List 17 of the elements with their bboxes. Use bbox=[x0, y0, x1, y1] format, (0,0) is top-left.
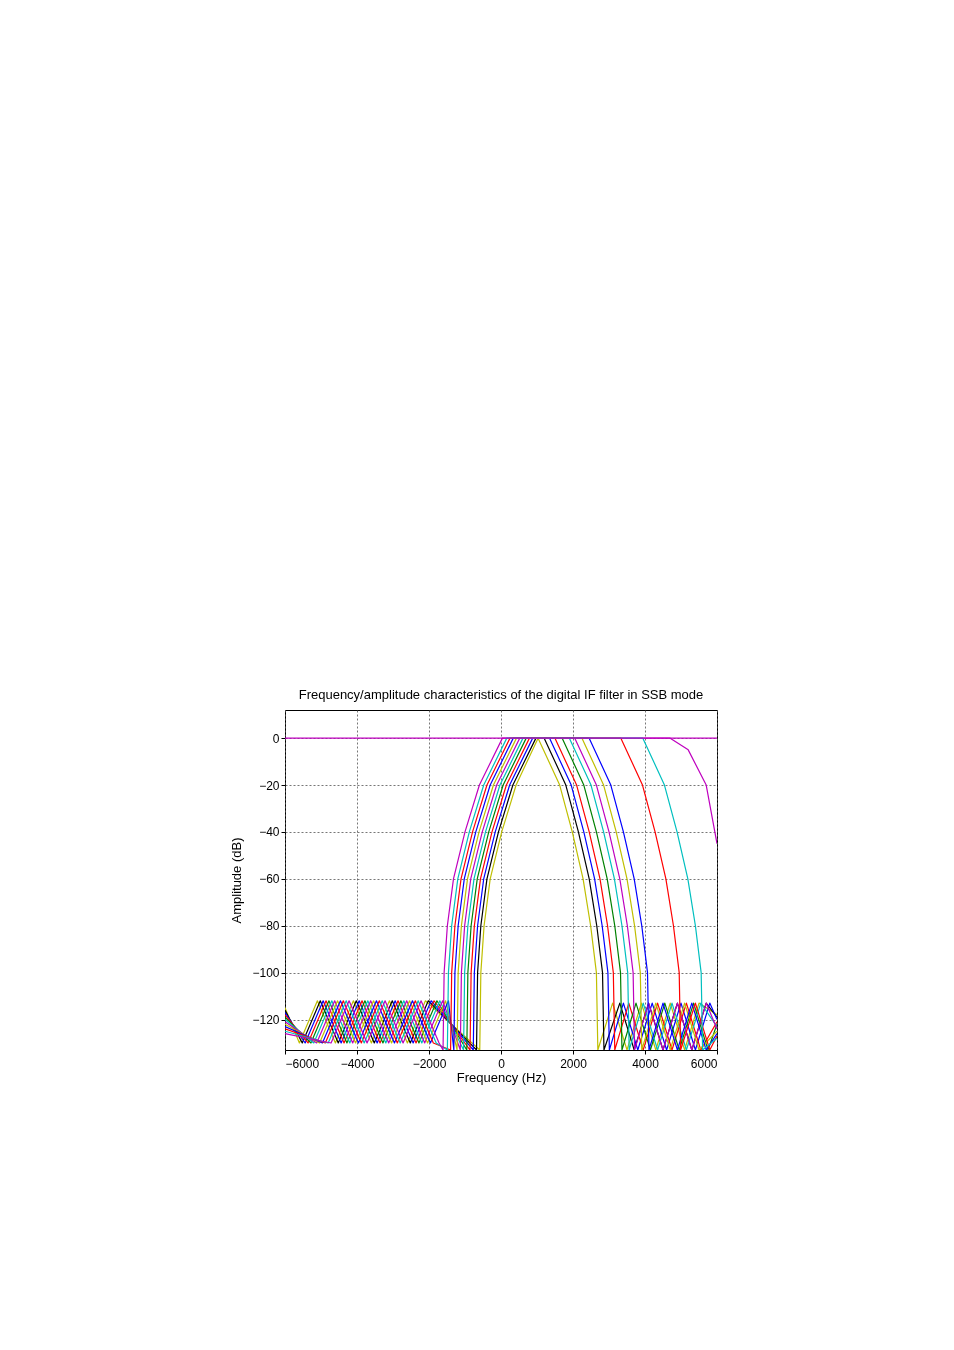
y-tick-label: −40 bbox=[259, 825, 280, 840]
y-tick-label: −80 bbox=[259, 919, 280, 934]
y-tick-label: −120 bbox=[252, 1013, 280, 1028]
x-tick-label: −4000 bbox=[340, 1056, 375, 1071]
y-axis-title: Amplitude (dB) bbox=[229, 837, 245, 924]
x-tick-label: −6000 bbox=[285, 1056, 320, 1071]
y-tick-label: 0 bbox=[272, 731, 280, 746]
x-axis-title: Frequency (Hz) bbox=[456, 1069, 547, 1085]
y-tick-label: −20 bbox=[259, 778, 280, 793]
x-tick-label: 4000 bbox=[632, 1056, 660, 1071]
x-tick-label: 2000 bbox=[560, 1056, 588, 1071]
x-tick-label: 0 bbox=[498, 1056, 506, 1071]
y-tick-label: −100 bbox=[252, 966, 280, 981]
chart-title: Frequency/amplitude characteristics of the digital IF filter in SSB mode bbox=[298, 687, 704, 702]
x-tick-label: 6000 bbox=[690, 1056, 718, 1071]
x-tick-label: −2000 bbox=[412, 1056, 447, 1071]
y-tick-label: −60 bbox=[259, 872, 280, 887]
